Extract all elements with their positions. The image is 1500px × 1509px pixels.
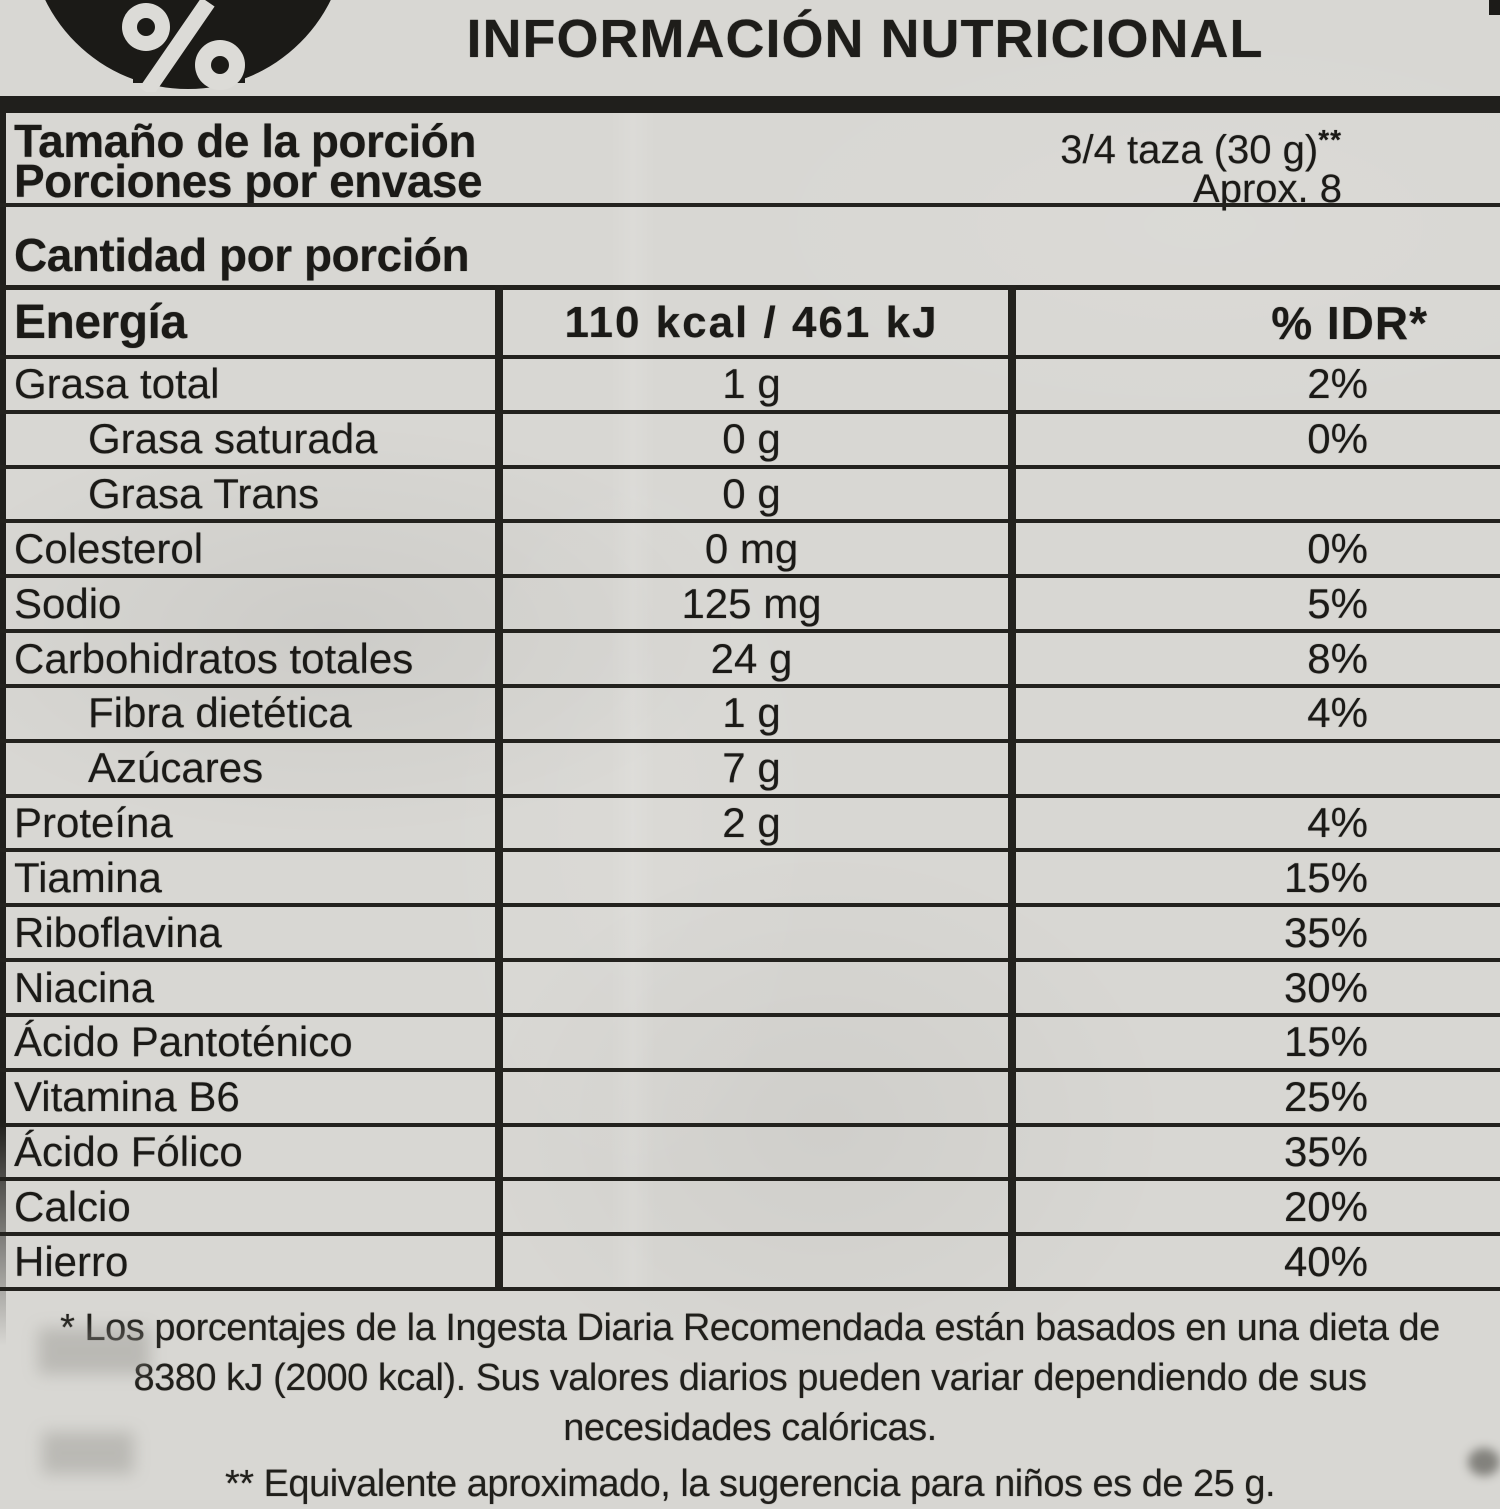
nutrient-amount: 0 mg bbox=[704, 524, 799, 572]
table-row: Carbohidratos totales 24 g 8% bbox=[0, 633, 1500, 688]
nutrient-idr-value: 4% bbox=[1307, 689, 1368, 737]
nutrient-label: Riboflavina bbox=[14, 908, 222, 956]
nutrient-idr-value: 30% bbox=[1283, 963, 1368, 1011]
energy-label: Energía bbox=[14, 296, 187, 349]
table-row: Vitamina B6 25% bbox=[0, 1072, 1500, 1127]
nutrient-label: Ácido Fólico bbox=[14, 1128, 243, 1175]
nutrient-label: Grasa saturada bbox=[88, 415, 378, 463]
nutrient-label: Niacina bbox=[14, 963, 155, 1011]
nutrient-idr-value: 0% bbox=[1307, 415, 1368, 463]
table-row: Riboflavina 35% bbox=[0, 907, 1500, 963]
label-left-border bbox=[0, 96, 6, 1346]
nutrient-label: Calcio bbox=[14, 1182, 131, 1230]
table-row: Tiamina 15% bbox=[0, 852, 1500, 908]
nutrient-amount: 2 g bbox=[722, 799, 781, 847]
nutrient-idr-value: 20% bbox=[1283, 1182, 1368, 1230]
energy-value: 110 kcal / 461 kJ bbox=[564, 297, 939, 347]
nutrient-label: Proteína bbox=[14, 799, 173, 847]
table-row: Ácido Fólico 35% bbox=[0, 1127, 1500, 1182]
nutrient-label: Tiamina bbox=[14, 853, 162, 901]
table-row: Grasa total 1 g 2% bbox=[0, 359, 1500, 414]
serving-size-label: Tamaño de la porción bbox=[14, 115, 477, 167]
nutrient-idr-value: 35% bbox=[1283, 1128, 1368, 1175]
nutrient-label: Azúcares bbox=[88, 744, 264, 792]
scan-fold-artifact bbox=[610, 113, 656, 1291]
section-divider bbox=[0, 203, 1500, 207]
amount-per-serving-heading: Cantidad por porción bbox=[14, 229, 470, 281]
nutrient-idr-value: 35% bbox=[1283, 908, 1368, 956]
nutrient-amount: 1 g bbox=[722, 689, 781, 737]
nutrient-label: Vitamina B6 bbox=[14, 1073, 240, 1121]
nutrient-idr-value: 25% bbox=[1283, 1073, 1368, 1121]
serving-section-values: 3/4 taza (30 g)** Aprox. 8 bbox=[1060, 120, 1342, 209]
equivalence-footnote: ** Equivalente aproximado, la sugerencia… bbox=[224, 1463, 1276, 1505]
nutrient-label: Ácido Pantoténico bbox=[14, 1018, 353, 1066]
table-row: Grasa saturada 0 g 0% bbox=[0, 414, 1500, 469]
nutrient-label: Grasa total bbox=[14, 360, 220, 408]
nutrient-label: Colesterol bbox=[14, 524, 204, 572]
nutrient-idr-value: 8% bbox=[1307, 634, 1368, 682]
nutrient-amount: 125 mg bbox=[681, 579, 822, 627]
nutrient-amount: 1 g bbox=[722, 360, 781, 408]
footnotes: * Los porcentajes de la Ingesta Diaria R… bbox=[58, 1303, 1442, 1509]
nutrient-idr-value: 2% bbox=[1307, 360, 1368, 408]
percent-icon bbox=[45, 0, 331, 92]
double-asterisk-marker: ** bbox=[1318, 124, 1342, 155]
nutrient-idr-value: 4% bbox=[1307, 799, 1368, 847]
table-row: Fibra dietética 1 g 4% bbox=[0, 688, 1500, 743]
nutrient-amount: 0 g bbox=[722, 470, 781, 518]
table-row: Azúcares 7 g bbox=[0, 743, 1500, 798]
table-row: Hierro 40% bbox=[0, 1236, 1500, 1292]
servings-per-container-value: Aprox. 8 bbox=[1193, 167, 1342, 211]
nutrient-label: Grasa Trans bbox=[88, 470, 320, 518]
nutrient-label: Hierro bbox=[14, 1237, 129, 1285]
table-row: Ácido Pantoténico 15% bbox=[0, 1017, 1500, 1072]
nutrient-label: Sodio bbox=[14, 579, 122, 627]
scan-smudge bbox=[1468, 1448, 1500, 1476]
nutrient-table: Energía 110 kcal / 461 kJ % IDR* Grasa t… bbox=[0, 285, 1500, 1292]
nutrient-amount: 24 g bbox=[710, 634, 793, 682]
serving-size-value: 3/4 taza (30 g)** bbox=[1060, 124, 1342, 172]
table-column-divider-2 bbox=[1008, 285, 1016, 1291]
scan-corner-artifact bbox=[1489, 0, 1500, 15]
table-row: Niacina 30% bbox=[0, 962, 1500, 1017]
table-header-row: Energía 110 kcal / 461 kJ % IDR* bbox=[0, 290, 1500, 359]
table-row: Proteína 2 g 4% bbox=[0, 798, 1500, 853]
header-divider-bar bbox=[0, 96, 1500, 113]
nutrient-label: Fibra dietética bbox=[88, 689, 352, 737]
table-row: Calcio 20% bbox=[0, 1181, 1500, 1237]
nutrient-amount: 0 g bbox=[722, 415, 781, 463]
table-column-divider-1 bbox=[495, 285, 503, 1291]
nutrient-idr-value: 15% bbox=[1283, 853, 1368, 901]
table-row: Grasa Trans 0 g bbox=[0, 469, 1500, 524]
idr-footnote: * Los porcentajes de la Ingesta Diaria R… bbox=[60, 1307, 1440, 1449]
table-row: Colesterol 0 mg 0% bbox=[0, 523, 1500, 579]
idr-column-header: % IDR* bbox=[1271, 296, 1428, 349]
nutrient-idr-value: 15% bbox=[1283, 1018, 1368, 1066]
nutrient-idr-value: 5% bbox=[1307, 579, 1368, 627]
nutrient-label: Carbohidratos totales bbox=[14, 634, 414, 682]
nutrient-idr-value: 0% bbox=[1307, 524, 1368, 572]
nutrient-idr-value: 40% bbox=[1283, 1237, 1368, 1285]
page-title: INFORMACIÓN NUTRICIONAL bbox=[466, 9, 1264, 69]
serving-section-labels: Tamaño de la porción Porciones por envas… bbox=[14, 115, 483, 207]
table-row: Sodio 125 mg 5% bbox=[0, 578, 1500, 634]
servings-per-container-label: Porciones por envase bbox=[14, 155, 483, 207]
nutrient-amount: 7 g bbox=[722, 744, 781, 792]
